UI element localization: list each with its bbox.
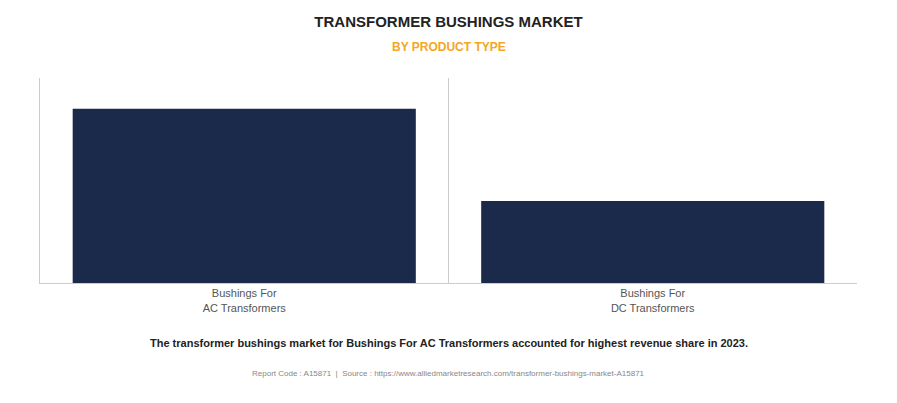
svg-text:TRANSFORMER BUSHINGS MARKET: TRANSFORMER BUSHINGS MARKET bbox=[314, 13, 582, 30]
svg-text:The transformer bushings marke: The transformer bushings market for Bush… bbox=[150, 337, 748, 349]
svg-text:Bushings ForAC Transformers: Bushings ForAC Transformers bbox=[203, 287, 287, 313]
svg-text:Bushings ForDC Transformers: Bushings ForDC Transformers bbox=[611, 287, 695, 313]
svg-text:Report Code : A15871 | Sourc: Report Code : A15871 | Source : https://… bbox=[252, 369, 645, 378]
svg-text:BY PRODUCT TYPE: BY PRODUCT TYPE bbox=[392, 40, 506, 54]
